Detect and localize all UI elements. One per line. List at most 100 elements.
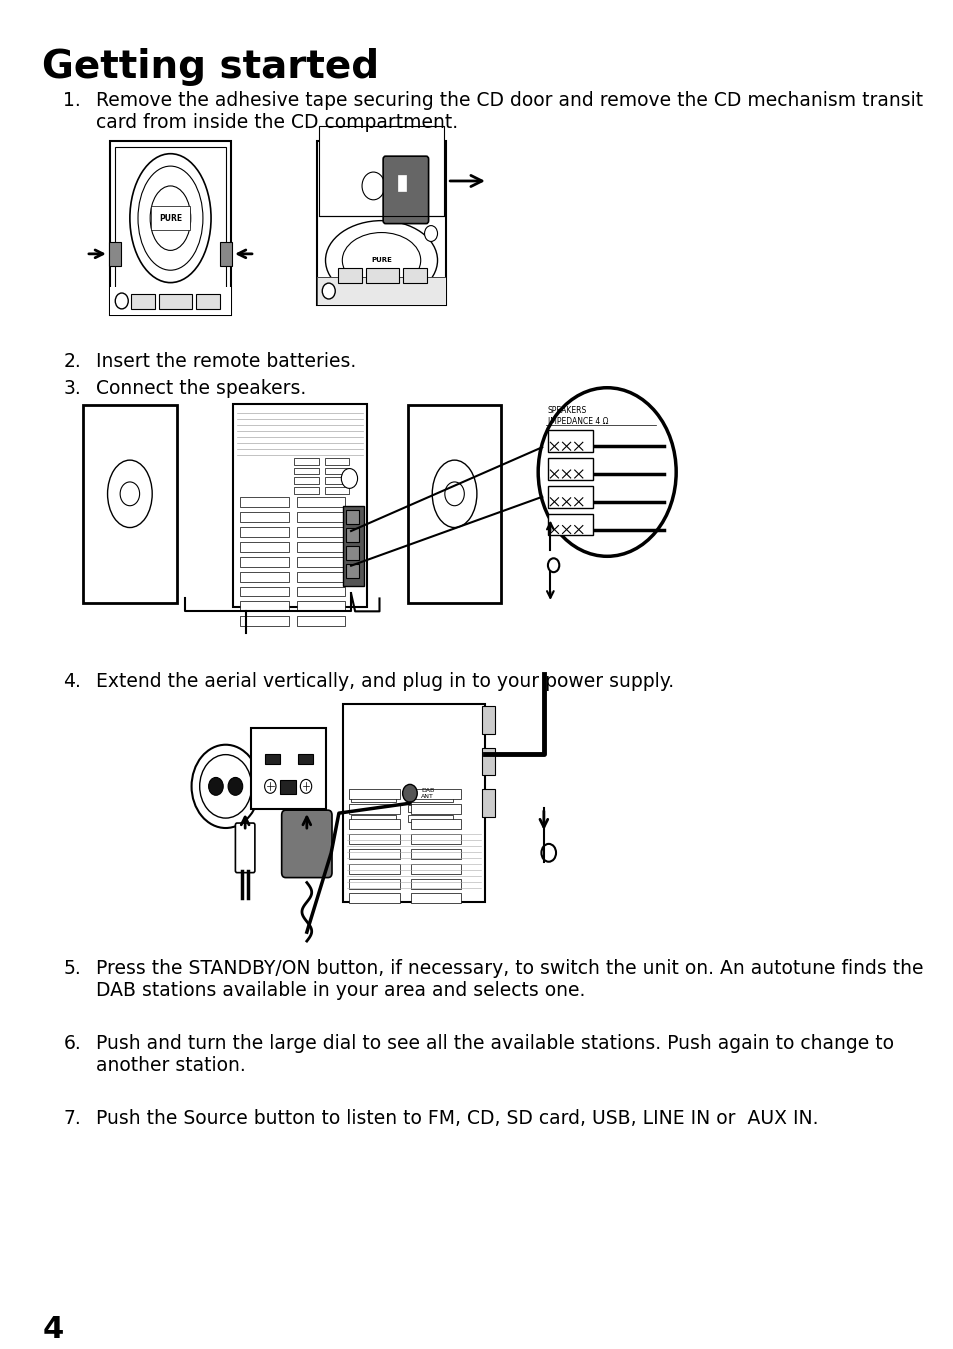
Circle shape <box>228 777 242 796</box>
Text: Remove the adhesive tape securing the CD door and remove the CD mechanism transi: Remove the adhesive tape securing the CD… <box>95 92 922 132</box>
Circle shape <box>444 482 464 506</box>
Bar <box>317 277 445 305</box>
Text: 3.: 3. <box>63 379 81 398</box>
Bar <box>349 878 399 889</box>
Text: Push and turn the large dial to see all the available stations. Push again to ch: Push and turn the large dial to see all … <box>95 1035 893 1075</box>
Bar <box>294 468 318 475</box>
Text: 4.: 4. <box>63 672 81 691</box>
Bar <box>325 457 349 464</box>
Bar <box>115 147 226 309</box>
Bar <box>294 478 318 484</box>
Bar <box>296 572 345 581</box>
Bar <box>111 142 231 314</box>
Bar <box>408 405 500 603</box>
Text: Press the STANDBY/ON button, if necessary, to switch the unit on. An autotune fi: Press the STANDBY/ON button, if necessar… <box>95 959 923 1000</box>
Ellipse shape <box>325 221 437 299</box>
Bar <box>547 486 592 507</box>
Bar <box>317 277 445 305</box>
Circle shape <box>537 387 676 556</box>
Bar <box>481 789 495 817</box>
Bar <box>547 459 592 480</box>
Text: 6.: 6. <box>63 1035 81 1054</box>
Bar <box>408 805 452 812</box>
Text: Push the Source button to listen to FM, CD, SD card, USB, LINE IN or  AUX IN.: Push the Source button to listen to FM, … <box>95 1109 818 1128</box>
Ellipse shape <box>138 166 203 270</box>
Bar <box>239 542 288 552</box>
Bar <box>239 527 288 537</box>
Bar <box>349 789 399 799</box>
Ellipse shape <box>342 232 420 289</box>
Bar <box>351 796 395 803</box>
Bar <box>547 514 592 536</box>
Circle shape <box>402 784 416 803</box>
Circle shape <box>120 482 139 506</box>
Bar <box>346 564 359 577</box>
FancyBboxPatch shape <box>235 823 254 873</box>
Circle shape <box>341 468 357 488</box>
Bar <box>547 430 592 452</box>
Circle shape <box>192 745 259 828</box>
Bar <box>280 781 296 795</box>
Bar <box>296 527 345 537</box>
Bar <box>239 616 288 626</box>
Ellipse shape <box>130 154 211 282</box>
Bar <box>318 127 443 216</box>
Bar <box>411 849 461 859</box>
Text: Insert the remote batteries.: Insert the remote batteries. <box>95 352 355 371</box>
Circle shape <box>199 754 252 817</box>
Bar <box>351 815 395 822</box>
Ellipse shape <box>432 460 476 527</box>
Bar <box>411 804 461 815</box>
Bar <box>296 542 345 552</box>
Bar <box>239 572 288 581</box>
Bar <box>265 754 280 764</box>
Text: 5.: 5. <box>63 959 81 978</box>
Bar <box>296 513 345 522</box>
Bar <box>296 557 345 567</box>
Text: 1.: 1. <box>63 92 81 111</box>
Bar <box>296 587 345 596</box>
Bar <box>325 468 349 475</box>
Text: Extend the aerial vertically, and plug in to your power supply.: Extend the aerial vertically, and plug i… <box>95 672 673 691</box>
Bar <box>111 287 231 314</box>
Bar <box>317 142 445 305</box>
Circle shape <box>424 225 437 241</box>
Bar <box>411 834 461 844</box>
Text: 4: 4 <box>42 1315 64 1344</box>
Bar <box>159 294 192 309</box>
Bar <box>411 878 461 889</box>
Bar <box>294 457 318 464</box>
Text: IMPEDANCE 4 Ω: IMPEDANCE 4 Ω <box>547 417 608 426</box>
Bar <box>325 478 349 484</box>
Circle shape <box>115 293 128 309</box>
Bar <box>239 498 288 507</box>
Bar <box>411 789 461 799</box>
Bar <box>366 268 398 283</box>
Bar <box>297 754 313 764</box>
Text: PURE: PURE <box>159 213 182 223</box>
Bar <box>296 498 345 507</box>
Bar <box>296 602 345 611</box>
Bar <box>342 506 364 585</box>
Bar <box>342 704 484 902</box>
Bar <box>346 546 359 560</box>
Bar <box>346 527 359 542</box>
Bar <box>325 487 349 494</box>
Bar <box>411 863 461 874</box>
Text: 7.: 7. <box>63 1109 81 1128</box>
Text: PURE: PURE <box>371 258 392 263</box>
Text: Getting started: Getting started <box>42 47 379 85</box>
Bar <box>251 728 325 809</box>
Bar <box>346 510 359 523</box>
Bar <box>349 849 399 859</box>
FancyBboxPatch shape <box>383 156 428 224</box>
Bar <box>109 241 121 266</box>
Bar <box>233 405 367 607</box>
Bar <box>239 557 288 567</box>
Text: SPEAKERS: SPEAKERS <box>547 406 586 414</box>
Circle shape <box>209 777 223 796</box>
Bar <box>239 587 288 596</box>
Bar <box>131 294 155 309</box>
Bar <box>349 804 399 815</box>
Bar <box>239 602 288 611</box>
